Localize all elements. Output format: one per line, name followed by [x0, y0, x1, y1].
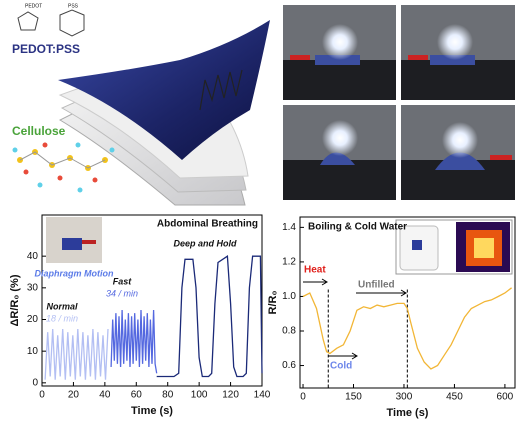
chart-title: Abdominal Breathing: [157, 219, 258, 230]
x-tick-label: 600: [497, 392, 514, 403]
label: PSS: [68, 3, 79, 9]
x-tick-label: 20: [68, 390, 80, 401]
x-tick-label: 300: [396, 392, 413, 403]
y-tick-label: 20: [27, 314, 39, 325]
annotation: Unfilled: [358, 280, 395, 291]
series-label: Normal: [46, 301, 78, 311]
inset-label: Diaphragm Motion: [35, 268, 114, 278]
annotation: Heat: [304, 265, 326, 276]
y-axis-label: ΔR/R₀ (%): [9, 274, 21, 326]
x-tick-label: 150: [345, 392, 362, 403]
x-tick-label: 0: [300, 392, 306, 403]
y-tick-label: 0: [32, 377, 38, 388]
data-line: [302, 287, 512, 370]
y-tick-label: 10: [27, 346, 39, 357]
y-axis-label: R/R₀: [267, 291, 279, 315]
x-axis-label: Time (s): [387, 407, 429, 419]
arrows: [303, 278, 407, 360]
x-tick-label: 0: [39, 390, 45, 401]
y-tick-label: 40: [27, 251, 39, 262]
chart-title: Boiling & Cold Water: [308, 222, 407, 233]
x-tick-label: 140: [254, 390, 271, 401]
series-label: Deep and Hold: [173, 238, 237, 248]
x-axis-label: Time (s): [131, 405, 173, 417]
data-line: [44, 328, 109, 380]
x-tick-label: 40: [99, 390, 111, 401]
y-tick-label: 0.8: [282, 326, 296, 337]
y-tick-label: 1.2: [282, 257, 296, 268]
annotation: Cold: [330, 361, 352, 372]
plot-frame: [41, 214, 263, 387]
y-tick-label: 30: [27, 282, 39, 293]
label: PEDOT: [25, 3, 42, 9]
x-tick-label: 60: [131, 390, 143, 401]
series-label: Fast: [113, 276, 133, 286]
x-tick-label: 80: [162, 390, 174, 401]
data-line: [156, 255, 263, 378]
photos: [283, 5, 515, 200]
y-tick-label: 1.4: [282, 222, 296, 233]
data-line: [110, 309, 158, 374]
y-tick-label: 1.0: [282, 291, 296, 302]
inset-photo: [46, 217, 102, 263]
label: Cellulose: [12, 124, 66, 138]
x-tick-label: 450: [446, 392, 463, 403]
series-rate: 18 / min: [46, 313, 78, 323]
plot-frame: [299, 216, 516, 389]
title: PEDOT:PSS: [12, 42, 80, 56]
inset-thermal: [395, 219, 513, 275]
y-tick-label: 0.6: [282, 360, 296, 371]
series-rate: 34 / min: [106, 288, 138, 298]
x-tick-label: 120: [222, 390, 239, 401]
x-tick-label: 100: [191, 390, 208, 401]
illustration: PEDOT:PSS Cellulose PEDOT PSS: [12, 3, 270, 206]
